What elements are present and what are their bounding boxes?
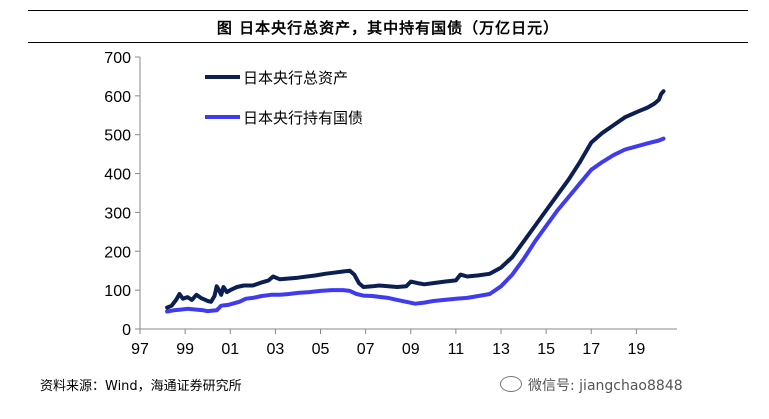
x-tick-label: 03 — [266, 341, 284, 358]
y-tick-label: 0 — [122, 322, 131, 339]
x-tick-label: 05 — [312, 341, 330, 358]
y-tick-label: 400 — [104, 167, 131, 184]
wechat-icon — [500, 376, 522, 392]
legend-label-total-assets: 日本央行总资产 — [243, 69, 348, 87]
x-tick-label: 15 — [537, 341, 555, 358]
y-tick-label: 700 — [104, 50, 131, 67]
x-tick-label: 19 — [627, 341, 645, 358]
y-tick-label: 300 — [104, 205, 131, 222]
x-tick-label: 07 — [357, 341, 375, 358]
title-bottom-rule — [28, 42, 748, 43]
figure-title: 图 日本央行总资产，其中持有国债（万亿日元） — [216, 19, 560, 37]
legend-label-jgb-holdings: 日本央行持有国债 — [243, 109, 363, 127]
x-tick-label: 09 — [402, 341, 420, 358]
title-top-rule — [28, 10, 748, 11]
watermark: 微信号: jiangchao8848 — [500, 375, 683, 395]
x-tick-label: 13 — [492, 341, 510, 358]
watermark-text: 微信号: jiangchao8848 — [528, 378, 683, 394]
series-line-total-assets — [165, 89, 666, 310]
source-note: 资料来源：Wind，海通证券研究所 — [40, 379, 242, 394]
y-tick-label: 200 — [104, 244, 131, 261]
chart-axes: 0 100 200 300 400 500 600 700 97 99 01 03 05 07 09 11 13… — [104, 50, 677, 358]
x-tick-label: 99 — [176, 341, 194, 358]
x-tick-label: 11 — [448, 341, 465, 358]
y-tick-label: 600 — [104, 89, 131, 106]
x-tick-label: 17 — [582, 341, 600, 358]
x-tick-label: 97 — [131, 341, 149, 358]
x-tick-label: 01 — [221, 341, 239, 358]
series-line-jgb-holdings — [165, 136, 666, 314]
y-tick-label: 500 — [104, 128, 131, 145]
chart-legend: 日本央行总资产 日本央行持有国债 — [205, 69, 363, 127]
series-layer — [165, 89, 666, 314]
y-tick-label: 100 — [104, 283, 131, 300]
